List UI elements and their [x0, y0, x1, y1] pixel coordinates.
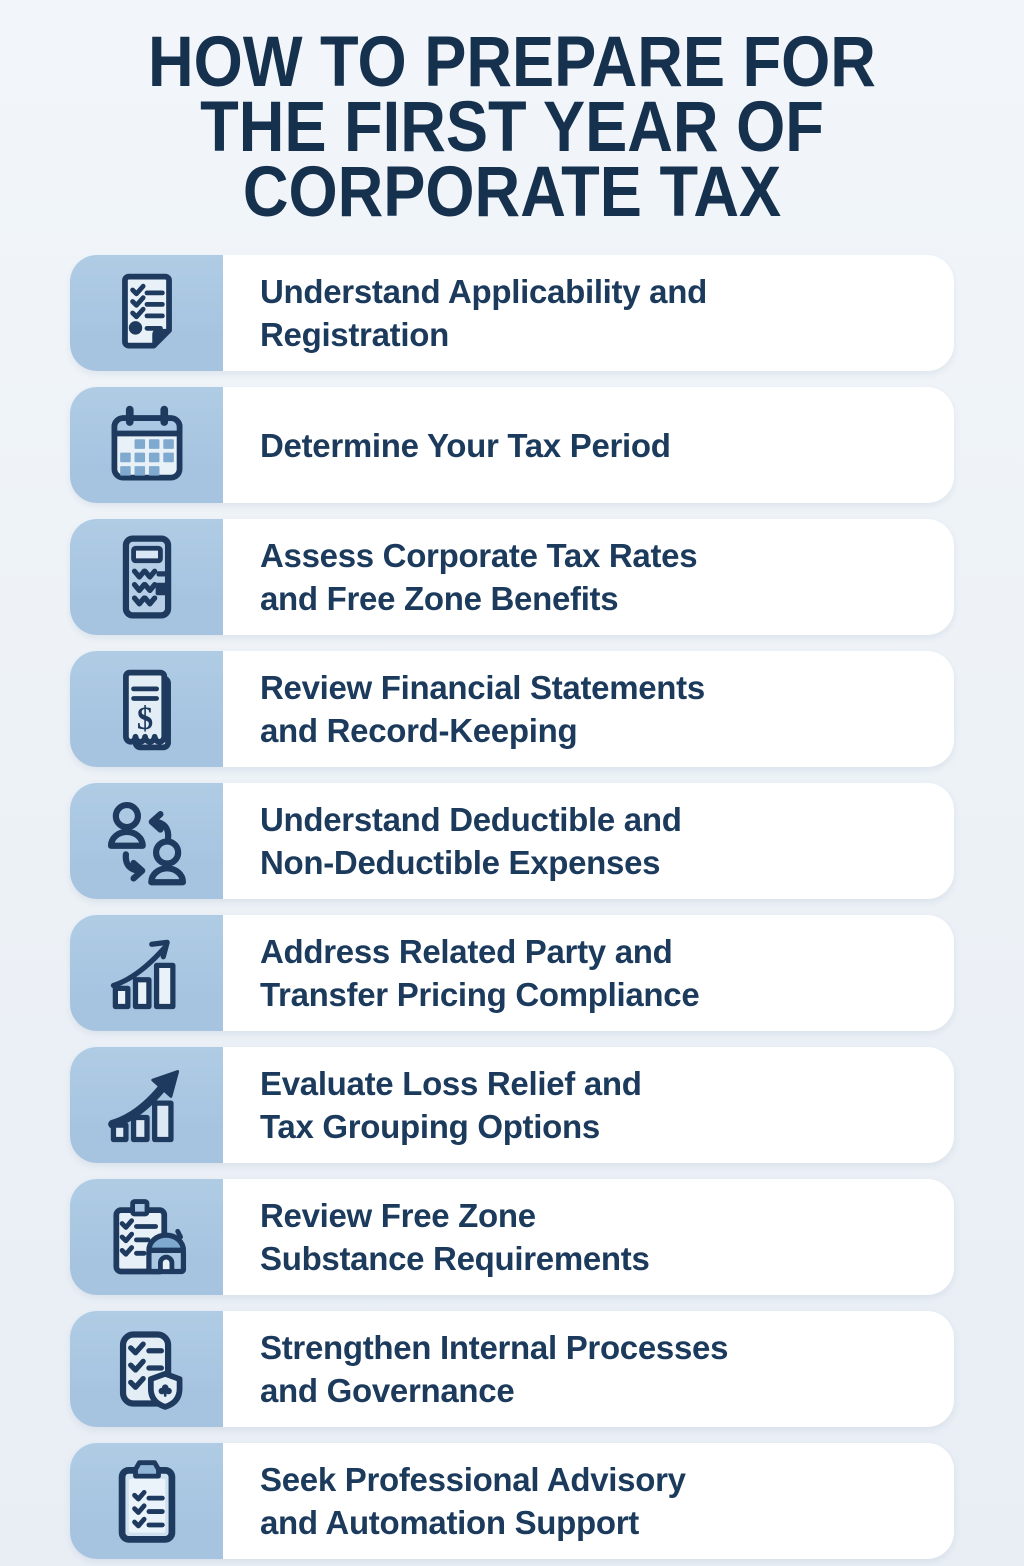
step-icon-tile — [70, 1047, 223, 1163]
steps-list: Understand Applicability and Registratio… — [0, 255, 1024, 1559]
list-item: Determine Your Tax Period — [70, 387, 954, 503]
step-label: Assess Corporate Tax Rates and Free Zone… — [260, 537, 698, 617]
step-icon-tile — [70, 915, 223, 1031]
governance-shield-document-icon — [101, 1323, 193, 1415]
calculator-icon — [101, 531, 193, 623]
list-item: Address Related Party and Transfer Prici… — [70, 915, 954, 1031]
advisory-clipboard-icon — [101, 1455, 193, 1547]
growth-chart-icon — [101, 927, 193, 1019]
step-icon-tile — [70, 1443, 223, 1559]
list-item: Evaluate Loss Relief and Tax Grouping Op… — [70, 1047, 954, 1163]
page-title: HOW TO PREPARE FOR THE FIRST YEAR OF COR… — [148, 23, 876, 232]
step-icon-tile — [70, 1179, 223, 1295]
step-icon-tile — [70, 1311, 223, 1427]
step-label: Evaluate Loss Relief and Tax Grouping Op… — [260, 1065, 642, 1145]
step-label: Review Free Zone Substance Requirements — [260, 1197, 650, 1277]
list-item: Assess Corporate Tax Rates and Free Zone… — [70, 519, 954, 635]
list-item: Review Financial Statements and Record-K… — [70, 651, 954, 767]
list-item: Understand Deductible and Non-Deductible… — [70, 783, 954, 899]
checklist-document-icon — [101, 267, 193, 359]
step-label: Understand Deductible and Non-Deductible… — [260, 801, 682, 881]
list-item: Understand Applicability and Registratio… — [70, 255, 954, 371]
freezone-building-checklist-icon — [101, 1191, 193, 1283]
list-item: Review Free Zone Substance Requirements — [70, 1179, 954, 1295]
step-label: Review Financial Statements and Record-K… — [260, 669, 705, 749]
step-icon-tile — [70, 255, 223, 371]
calendar-icon — [101, 399, 193, 491]
step-icon-tile — [70, 651, 223, 767]
step-label: Understand Applicability and Registratio… — [260, 273, 707, 353]
step-label: Strengthen Internal Processes and Govern… — [260, 1329, 729, 1409]
step-label: Determine Your Tax Period — [260, 426, 671, 464]
receipt-icon — [101, 663, 193, 755]
step-label: Address Related Party and Transfer Prici… — [260, 933, 700, 1013]
step-label: Seek Professional Advisory and Automatio… — [260, 1461, 686, 1541]
people-exchange-icon — [101, 795, 193, 887]
step-icon-tile — [70, 387, 223, 503]
list-item: Strengthen Internal Processes and Govern… — [70, 1311, 954, 1427]
step-icon-tile — [70, 519, 223, 635]
growth-arrow-chart-icon — [101, 1059, 193, 1151]
list-item: Seek Professional Advisory and Automatio… — [70, 1443, 954, 1559]
step-icon-tile — [70, 783, 223, 899]
